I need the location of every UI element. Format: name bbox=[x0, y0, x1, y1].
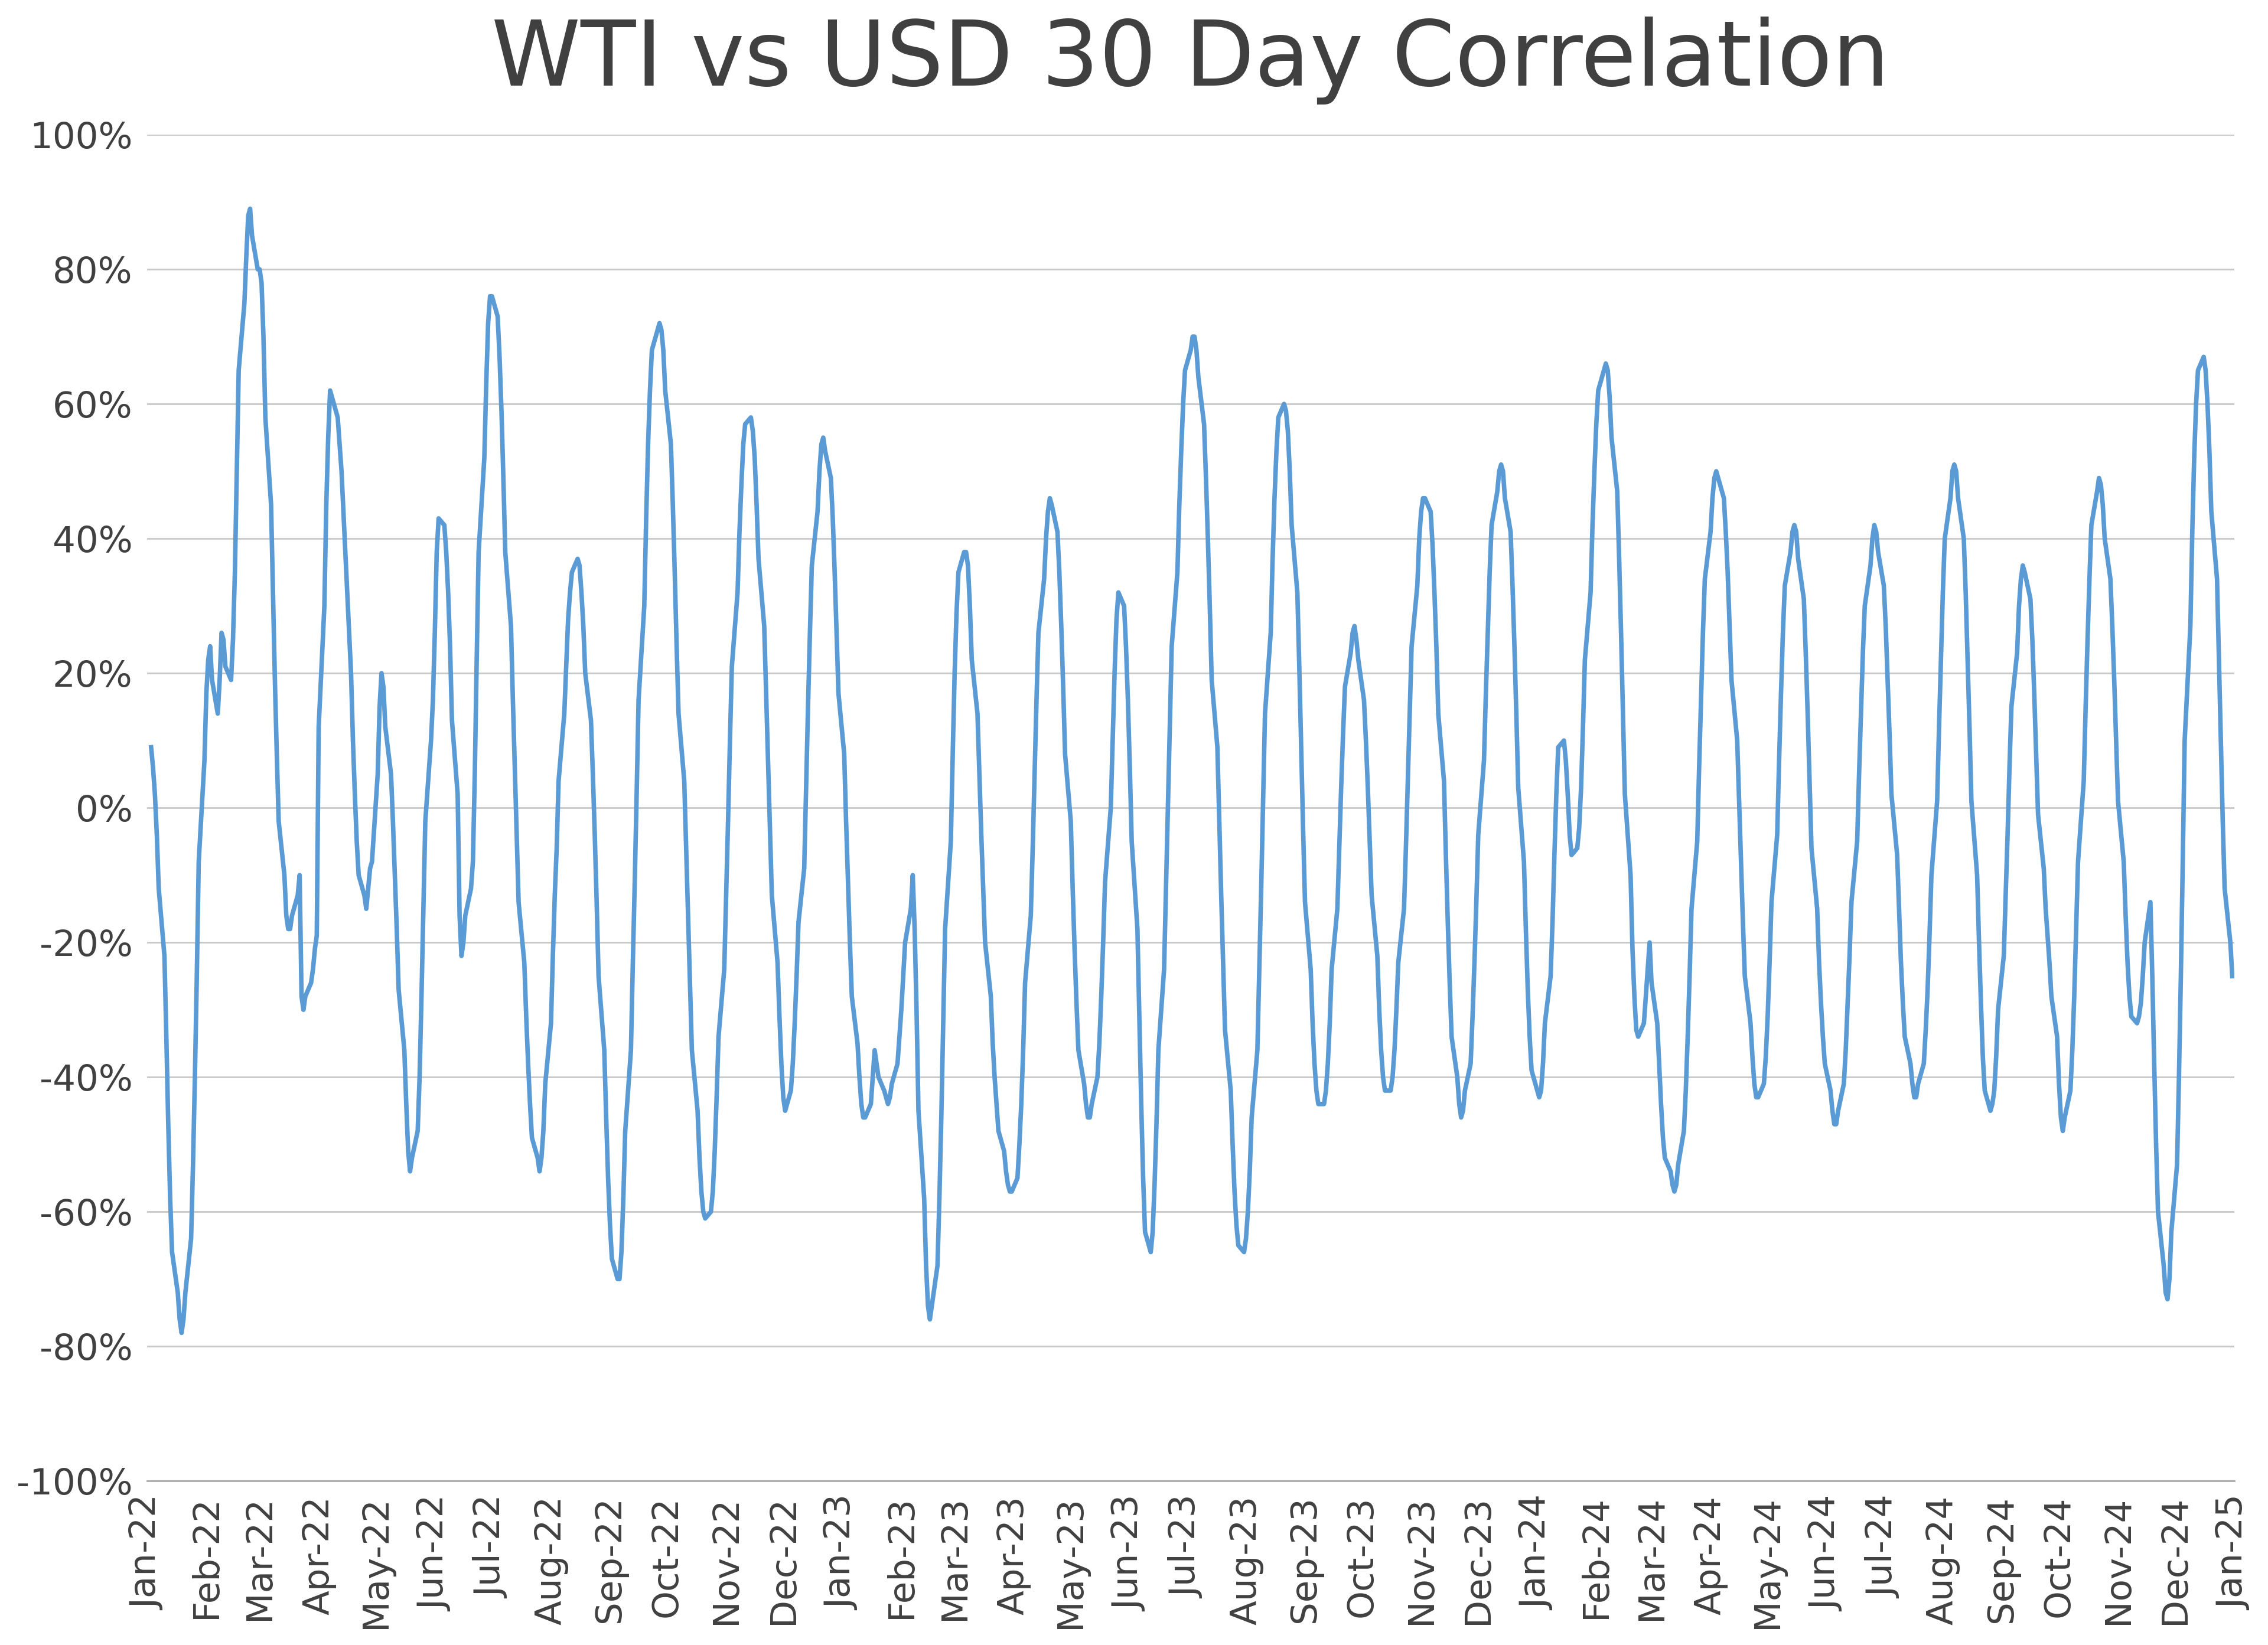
Title: WTI vs USD 30 Day Correlation: WTI vs USD 30 Day Correlation bbox=[492, 16, 1889, 104]
